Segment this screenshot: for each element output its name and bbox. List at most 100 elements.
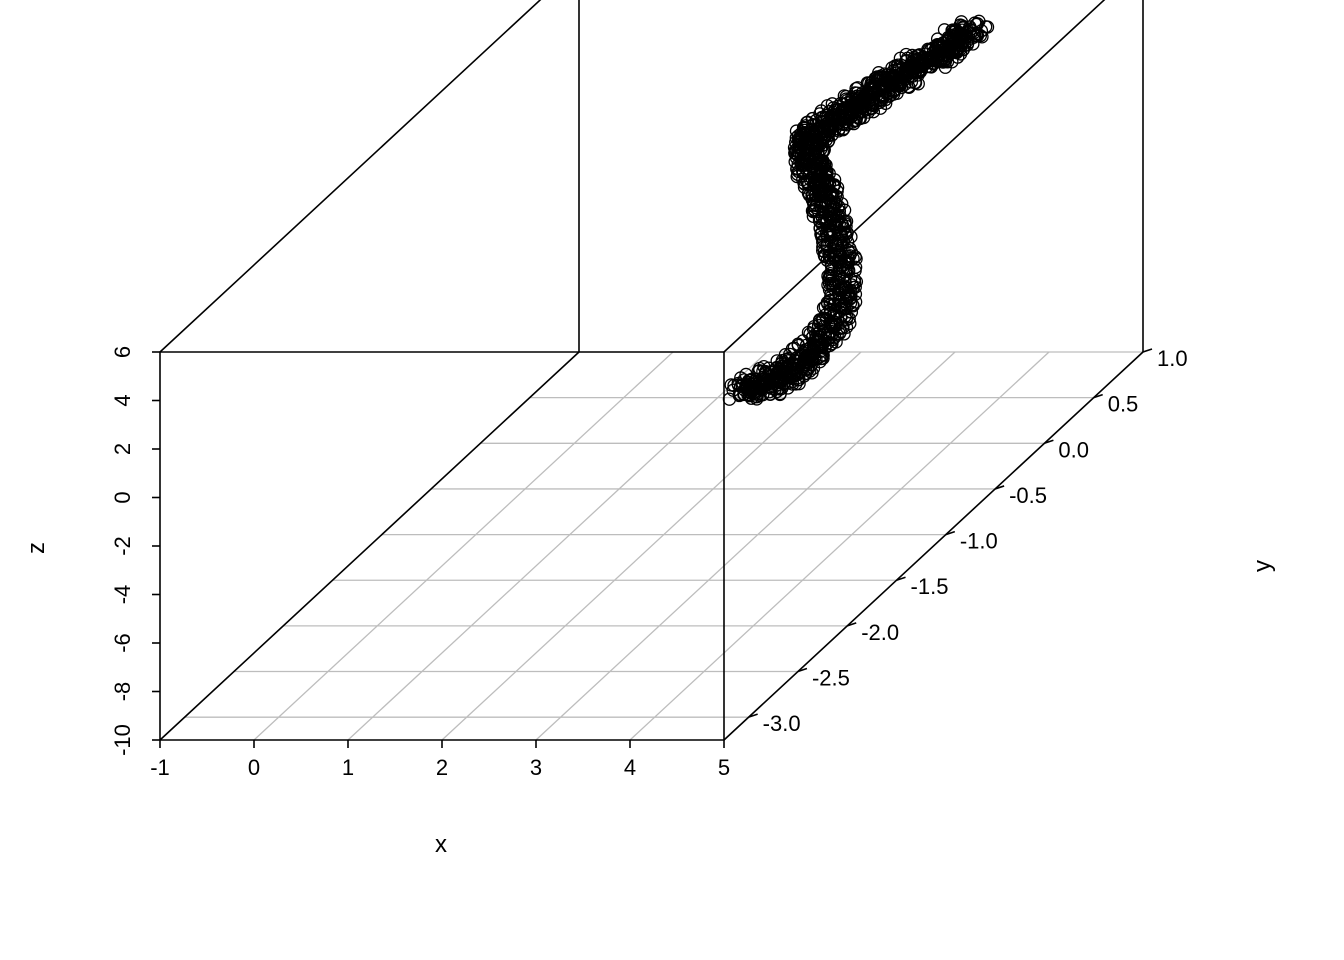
y-tick-mark — [1093, 393, 1103, 399]
box-edge-top-left-depth — [159, 0, 542, 353]
data-point-jitter — [968, 28, 982, 42]
data-point-jitter — [771, 364, 786, 379]
x-axis-ticks: -1 0 1 2 3 4 5 — [150, 740, 730, 780]
data-point-jitter — [835, 218, 849, 232]
data-point-jitter — [850, 101, 864, 115]
y-tick-mark — [1044, 439, 1054, 445]
y-tick-mark — [1142, 348, 1153, 353]
points-layer — [722, 14, 995, 406]
data-point-jitter — [820, 176, 834, 190]
data-point-jitter — [827, 110, 842, 124]
data-point-jitter — [795, 360, 810, 374]
x-axis-title: x — [435, 831, 447, 858]
floor-grid-line-x — [253, 351, 674, 741]
z-tick-label: 6 — [110, 346, 135, 358]
z-tick-label: 0 — [110, 491, 135, 503]
data-point-jitter — [930, 32, 945, 46]
data-point-jitter — [830, 103, 845, 117]
x-tick-label: 4 — [624, 755, 636, 780]
floor-grid — [159, 351, 1144, 741]
data-point-jitter — [848, 280, 862, 294]
data-point-jitter — [827, 298, 841, 312]
data-point-jitter — [797, 136, 812, 150]
data-point-jitter — [911, 48, 926, 63]
data-point-jitter — [833, 110, 848, 124]
data-point-jitter — [966, 26, 981, 40]
y-tick-mark — [945, 530, 956, 536]
data-point-jitter — [885, 61, 899, 75]
data-point-jitter — [762, 361, 776, 375]
y-tick-label: -1.5 — [911, 574, 949, 599]
data-point-jitter — [732, 387, 747, 401]
y-tick-mark — [748, 713, 758, 718]
y-tick-mark — [797, 667, 808, 673]
box-back-edges — [159, 0, 1144, 741]
data-point-jitter — [856, 92, 870, 106]
z-tick-label: -8 — [110, 682, 135, 702]
data-point-jitter — [780, 367, 795, 382]
data-point-jitter — [954, 15, 969, 29]
x-tick-label: 0 — [248, 755, 260, 780]
box-edge-bottom-left-depth — [159, 351, 580, 741]
data-point-jitter — [800, 343, 814, 357]
z-axis-ticks: -10 -8 -6 -4 -2 0 2 4 6 — [110, 346, 160, 756]
data-point-jitter — [817, 213, 832, 227]
data-point-jitter — [814, 227, 828, 241]
z-tick-label: 2 — [110, 443, 135, 455]
data-point-jitter — [823, 320, 837, 334]
data-point-jitter — [896, 69, 910, 83]
floor-grid-line-x — [347, 351, 768, 741]
y-tick-label: -3.0 — [763, 711, 801, 736]
data-point-jitter — [798, 353, 812, 367]
y-tick-label: -1.0 — [960, 529, 998, 554]
x-tick-label: 5 — [718, 755, 730, 780]
data-point-jitter — [825, 203, 839, 217]
data-point-jitter — [843, 316, 857, 331]
y-tick-mark — [846, 622, 857, 627]
data-point-jitter — [841, 235, 855, 249]
data-point-jitter — [796, 346, 810, 360]
data-point-jitter — [969, 17, 983, 32]
z-tick-label: -2 — [110, 536, 135, 556]
x-tick-label: 2 — [436, 755, 448, 780]
floor-grid-line-x — [629, 351, 1050, 741]
x-tick-label: -1 — [150, 755, 170, 780]
data-point-jitter — [824, 324, 838, 339]
y-tick-label: -2.0 — [861, 620, 899, 645]
y-tick-label: -0.5 — [1009, 483, 1047, 508]
data-point-jitter — [844, 288, 858, 302]
z-tick-label: -6 — [110, 633, 135, 653]
box-edge-top-right-depth — [723, 0, 1106, 353]
y-tick-label: 0.0 — [1058, 437, 1089, 462]
y-tick-label: -2.5 — [812, 666, 850, 691]
y-tick-mark — [994, 485, 1005, 490]
data-point-jitter — [845, 278, 859, 292]
y-axis-title: y — [1249, 560, 1276, 572]
y-tick-label: 1.0 — [1157, 346, 1188, 371]
data-point-jitter — [839, 320, 854, 334]
z-axis-title: z — [23, 542, 50, 554]
z-tick-label: -4 — [110, 585, 135, 605]
data-point-jitter — [795, 163, 810, 177]
data-point-jitter — [820, 170, 834, 184]
data-point-jitter — [972, 14, 986, 28]
z-tick-label: 4 — [110, 394, 135, 406]
x-tick-label: 3 — [530, 755, 542, 780]
x-tick-label: 1 — [342, 755, 354, 780]
y-tick-mark — [896, 576, 906, 581]
data-point-jitter — [837, 327, 851, 341]
data-point-jitter — [742, 389, 757, 403]
data-point-jitter — [827, 244, 841, 258]
y-tick-label: 0.5 — [1108, 392, 1139, 417]
data-point-jitter — [822, 276, 837, 291]
data-point-jitter — [815, 244, 830, 258]
floor-grid-line-x — [441, 351, 862, 741]
data-point-jitter — [791, 338, 806, 353]
y-axis-ticks: -3.0 -2.5 -2.0 -1.5 -1.0 -0.5 0.0 0.5 1.0 — [748, 346, 1188, 736]
data-point-jitter — [807, 351, 822, 365]
data-point-jitter — [806, 188, 820, 202]
data-point-jitter — [809, 352, 823, 366]
data-point-jitter — [818, 111, 832, 125]
floor-grid-line-x — [535, 351, 956, 741]
